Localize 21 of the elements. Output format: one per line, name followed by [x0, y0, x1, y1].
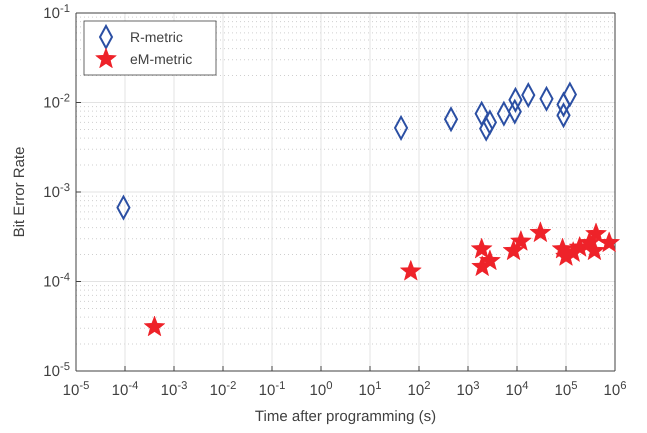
x-tick-label: 10$^{2}$: [408, 380, 430, 399]
x-tick-label: 10$^{-2}$: [210, 380, 236, 399]
y-tick-label: 10$^{-5}$: [43, 361, 70, 380]
y-tick-label: 10$^{-2}$: [43, 92, 70, 112]
x-tick-label: 10$^{4}$: [506, 380, 528, 399]
x-tick-label: 10$^{-4}$: [112, 380, 138, 399]
x-tick-label: 10$^{-1}$: [258, 380, 286, 399]
x-tick-label: 10$^{6}$: [604, 380, 626, 399]
y-tick-label: 10$^{-3}$: [43, 182, 70, 201]
y-axis-title: Bit Error Rate: [11, 146, 28, 238]
legend-label: R-metric: [130, 29, 183, 45]
x-tick-label: 10$^{-3}$: [160, 380, 188, 399]
x-tick-label: 10$^{5}$: [554, 380, 578, 399]
legend-label: eM-metric: [130, 51, 192, 67]
x-tick-label: 10$^{-5}$: [62, 380, 90, 399]
x-tick-label: 10$^{1}$: [358, 380, 382, 399]
y-tick-label: 10$^{-4}$: [43, 272, 70, 290]
y-tick-label: 10$^{-1}$: [43, 3, 70, 22]
x-tick-label: 10$^{0}$: [310, 380, 332, 399]
x-tick-label: 10$^{3}$: [456, 380, 480, 399]
x-axis-title: Time after programming (s): [254, 408, 436, 425]
